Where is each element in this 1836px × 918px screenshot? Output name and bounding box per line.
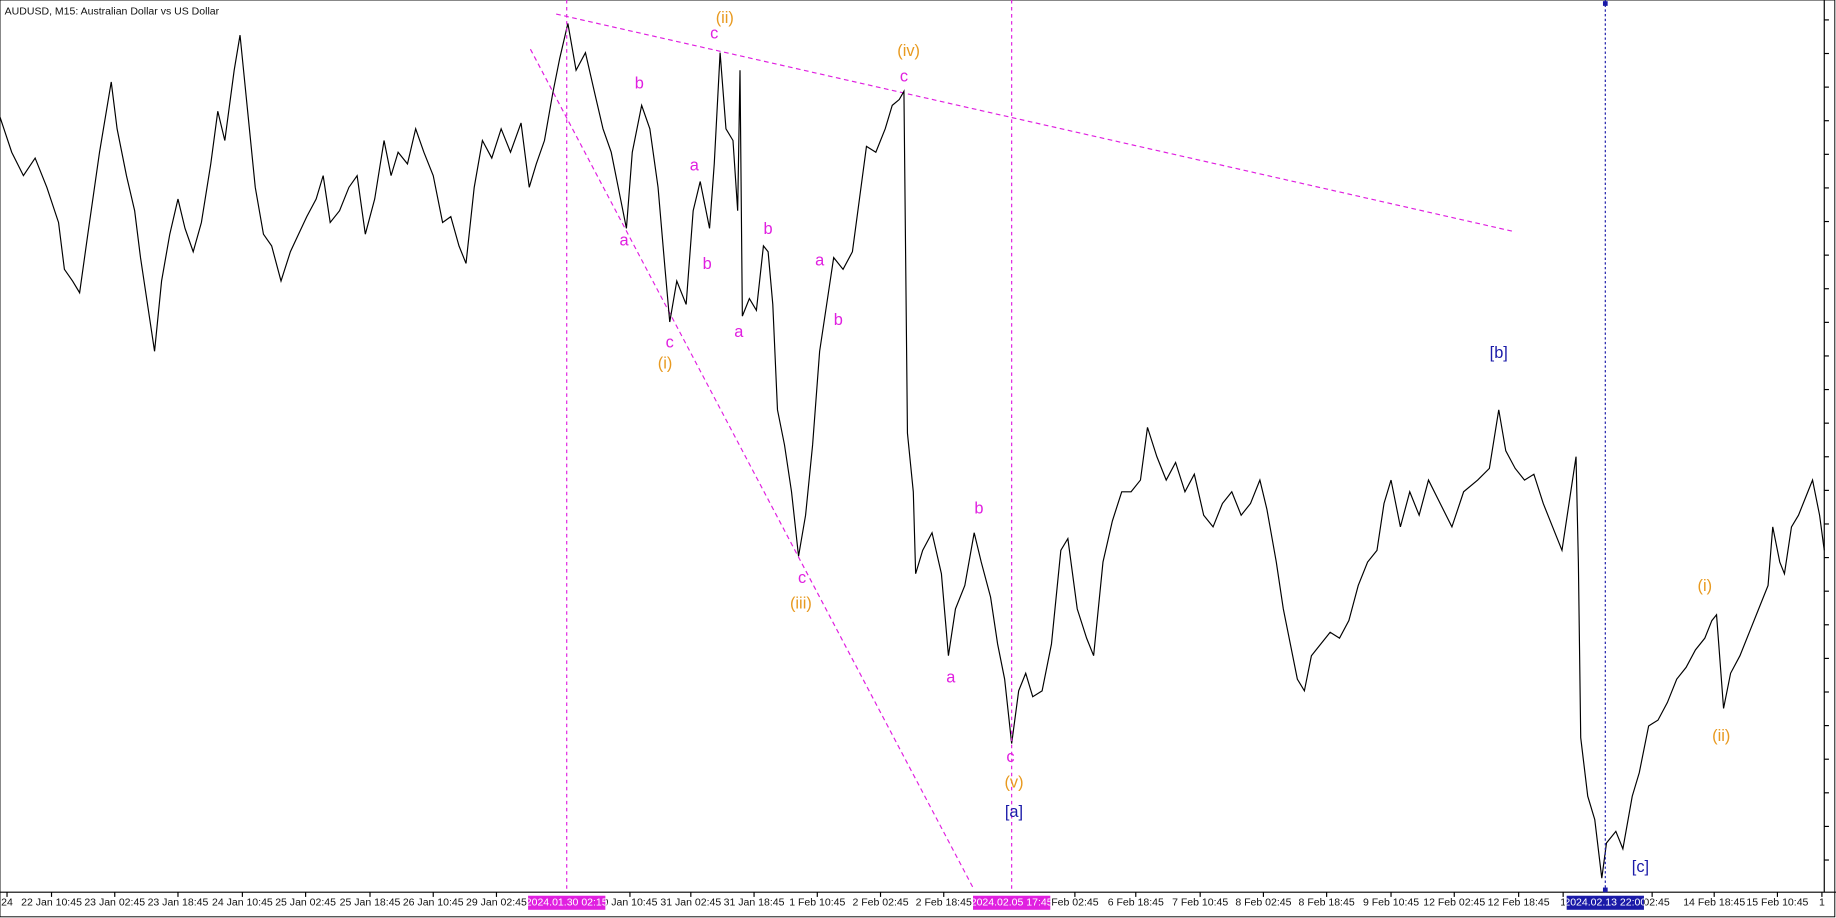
time-label: 9 Feb 10:45 xyxy=(1363,897,1419,909)
wave-label: [c] xyxy=(1632,858,1649,876)
wave-label: b xyxy=(703,255,712,273)
time-label: 24 Jan 10:45 xyxy=(212,897,273,909)
marker-handle xyxy=(1602,887,1608,893)
wave-label: (i) xyxy=(658,354,673,372)
time-label: 24 xyxy=(1,897,13,909)
wave-label: a xyxy=(734,323,744,341)
wave-label: a xyxy=(815,251,825,269)
time-label: 8 Feb 18:45 xyxy=(1299,897,1355,909)
wave-label: b xyxy=(635,75,644,93)
time-label: 1 xyxy=(1560,897,1566,909)
wave-label: a xyxy=(946,668,956,686)
wave-label: b xyxy=(974,500,983,518)
time-label: 0 Jan 10:45 xyxy=(602,897,657,909)
wave-label: a xyxy=(620,232,630,250)
time-label: 15 Feb 10:45 xyxy=(1746,897,1808,909)
wave-label: b xyxy=(834,311,843,329)
time-label: 31 Jan 02:45 xyxy=(660,897,721,909)
marker-handle xyxy=(1602,1,1608,6)
marker-label-bg xyxy=(973,895,1051,910)
time-label: 25 Jan 02:45 xyxy=(275,897,336,909)
time-label: 1 xyxy=(1819,897,1825,909)
marker-label-bg xyxy=(528,895,606,910)
time-label: 2 Feb 18:45 xyxy=(916,897,972,909)
time-label: 1 Feb 10:45 xyxy=(789,897,845,909)
price-line xyxy=(0,23,1825,879)
time-label: 2 Feb 02:45 xyxy=(852,897,908,909)
time-label: Feb 02:45 xyxy=(1051,897,1099,909)
chart-title: AUDUSD, M15: Australian Dollar vs US Dol… xyxy=(5,5,220,17)
marker-label-bg xyxy=(1566,895,1644,910)
wave-label: c xyxy=(1006,748,1014,766)
wave-label: b xyxy=(764,220,773,238)
wave-label: c xyxy=(798,569,806,587)
marker-label: 2024.01.30 02:15 xyxy=(526,897,608,909)
time-label: 23 Jan 18:45 xyxy=(148,897,209,909)
time-label: 12 Feb 02:45 xyxy=(1423,897,1485,909)
wave-label: (v) xyxy=(1004,774,1023,792)
time-label: 26 Jan 10:45 xyxy=(403,897,464,909)
wave-label: (i) xyxy=(1698,577,1713,595)
wave-label: c xyxy=(666,333,674,351)
wave-label: (iii) xyxy=(790,595,812,613)
wave-label: (iv) xyxy=(897,42,920,60)
time-label: 6 Feb 18:45 xyxy=(1108,897,1164,909)
wave-label: [a] xyxy=(1005,803,1023,821)
time-label: 29 Jan 02:45 xyxy=(466,897,527,909)
time-label: 14 Feb 18:45 xyxy=(1683,897,1745,909)
wave-label: c xyxy=(710,24,718,42)
wave-label: (ii) xyxy=(1712,727,1730,745)
time-label: 8 Feb 02:45 xyxy=(1235,897,1291,909)
wave-label: [b] xyxy=(1490,344,1508,362)
time-label: 12 Feb 18:45 xyxy=(1488,897,1550,909)
time-label: 31 Jan 18:45 xyxy=(724,897,785,909)
marker-label: 2024.02.13 22:00 xyxy=(1564,897,1646,909)
wave-label: (ii) xyxy=(716,9,734,27)
trend-line xyxy=(529,48,975,891)
wave-label: c xyxy=(900,68,908,86)
wave-label: a xyxy=(690,157,700,175)
time-label: 22 Jan 10:45 xyxy=(21,897,82,909)
time-label: 23 Jan 02:45 xyxy=(84,897,145,909)
time-label: 7 Feb 10:45 xyxy=(1172,897,1228,909)
marker-label: 2024.02.05 17:45 xyxy=(971,897,1053,909)
time-label: 25 Jan 18:45 xyxy=(340,897,401,909)
